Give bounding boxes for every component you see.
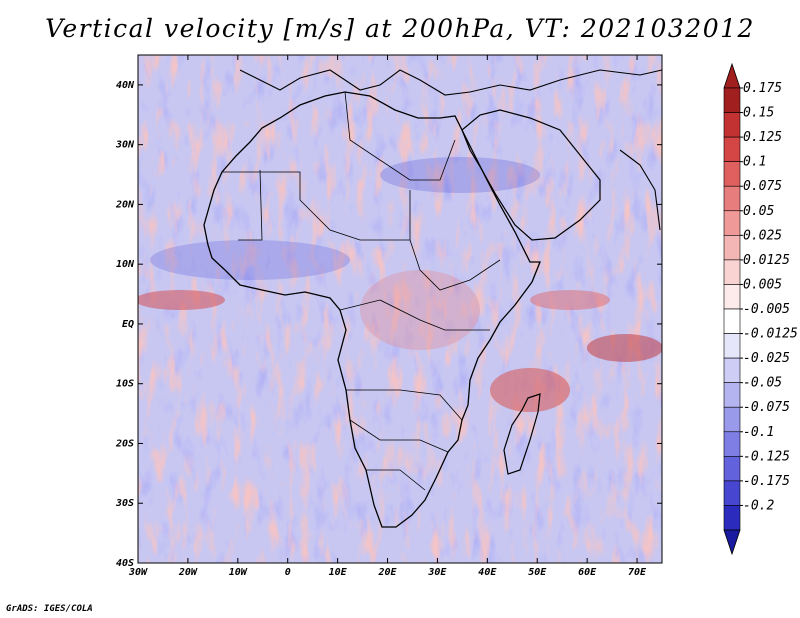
lat-label: 20N: [115, 199, 135, 210]
lon-label: 30W: [128, 567, 148, 578]
lon-label: 60E: [578, 567, 597, 578]
colorbar-label: -0.175: [743, 474, 790, 489]
lat-label: 30N: [115, 140, 135, 151]
lat-label: 10S: [116, 379, 134, 390]
colorbar-label: 0.0125: [743, 253, 790, 268]
colorbar-label: 0.175: [743, 81, 782, 96]
lon-label: 20W: [178, 567, 198, 578]
colorbar-label: 0.005: [743, 277, 782, 292]
lat-label: 40S: [116, 558, 134, 569]
colorbar-label: 0.025: [743, 228, 782, 243]
lat-label: 10N: [116, 259, 135, 270]
colorbar-swatch: [723, 112, 741, 138]
lon-label: 10W: [229, 567, 248, 578]
colorbar-label: -0.1: [743, 425, 774, 440]
lat-label: 40N: [116, 80, 135, 91]
colorbar-label: -0.125: [743, 449, 790, 464]
colorbar-swatch: [723, 382, 741, 408]
colorbar-swatch: [723, 406, 741, 433]
colorbar-swatch: [723, 357, 741, 383]
longitude-axis: 30W 20W 10W 0 10E 20E 30E 40E 50E 60E 70E: [128, 55, 647, 578]
colorbar-swatch: [723, 235, 741, 261]
chart-title: Vertical velocity [m/s] at 200hPa, VT: 2…: [45, 14, 755, 43]
colorbar-swatch: [723, 136, 741, 162]
colorbar-swatch: [723, 210, 741, 236]
lon-label: 50E: [528, 567, 547, 578]
colorbar-swatch: [723, 333, 741, 359]
colorbar-bottom-arrow: [723, 529, 741, 556]
colorbar-label: -0.2: [743, 498, 774, 513]
colorbar-swatch: [723, 259, 741, 285]
colorbar-swatch: [723, 431, 741, 457]
lat-label: EQ: [122, 319, 134, 330]
lon-label: 20E: [377, 567, 397, 578]
colorbar-label: -0.025: [743, 351, 790, 366]
plot-frame: [137, 54, 663, 564]
lon-label: 0: [285, 567, 291, 578]
colorbar: 0.175 0.15 0.125 0.1 0.075 0.05 0.025 0.0125 0.0…: [723, 62, 798, 556]
velocity-field: [138, 55, 662, 563]
colorbar-swatch: [723, 456, 741, 482]
latitude-axis: 40N 30N 20N 10N EQ 10S 20S 30S 40S: [115, 80, 662, 569]
colorbar-label: -0.05: [743, 376, 782, 391]
lon-label: 70E: [628, 567, 647, 578]
country-borders: [222, 91, 501, 491]
colorbar-swatch: [723, 505, 741, 531]
colorbar-swatch: [723, 185, 741, 212]
lon-label: 40E: [478, 567, 497, 578]
colorbar-swatch: [723, 480, 741, 506]
colorbar-label: 0.1: [743, 155, 766, 170]
india-outline: [619, 149, 661, 231]
lat-label: 30S: [115, 498, 134, 509]
grads-credit: GrADS: IGES/COLA: [6, 604, 93, 614]
colorbar-label: -0.075: [743, 400, 790, 415]
colorbar-swatch: [723, 161, 741, 187]
africa-coastline: [203, 91, 541, 528]
colorbar-label: 0.125: [743, 130, 782, 145]
colorbar-label: 0.075: [743, 179, 782, 194]
europe-coast: [239, 69, 663, 96]
colorbar-swatch: [723, 87, 741, 113]
colorbar-label: -0.0125: [743, 327, 798, 342]
colorbar-top-arrow: [723, 62, 741, 89]
lon-label: 10E: [329, 567, 348, 578]
colorbar-label: 0.15: [743, 106, 774, 121]
colorbar-label: -0.005: [743, 302, 790, 317]
lon-label: 30E: [427, 567, 447, 578]
lat-label: 20S: [115, 438, 134, 449]
colorbar-label: 0.05: [743, 204, 774, 219]
arabia-outline: [461, 109, 601, 241]
colorbar-swatch: [723, 308, 741, 334]
madagascar-outline: [503, 393, 541, 475]
colorbar-swatch: [723, 284, 741, 310]
